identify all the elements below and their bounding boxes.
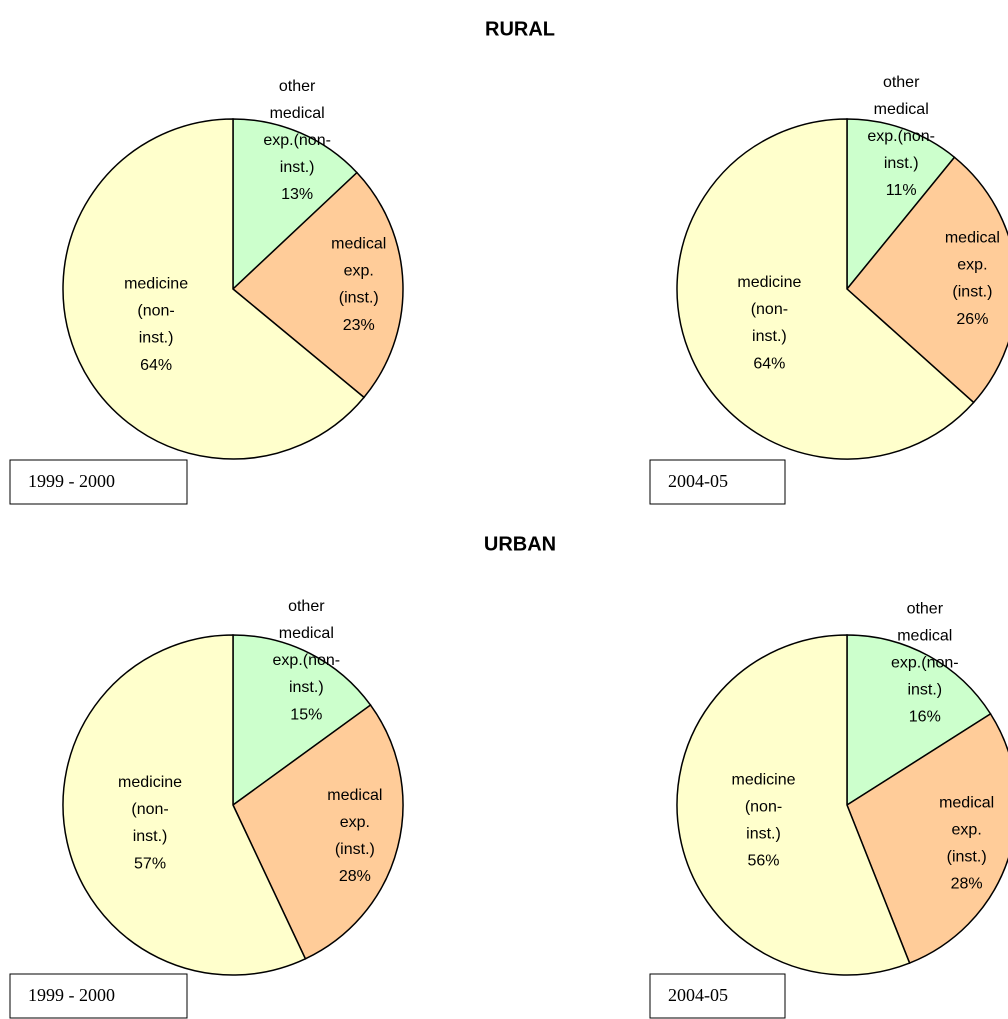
period-label: 2004-05 (668, 985, 728, 1005)
slice-value-label: 15% (290, 706, 322, 723)
pie-slice (676, 634, 911, 976)
slice-label: medicine (non-inst.) (731, 772, 795, 843)
slice-label: other medical exp.(non-inst.) (263, 78, 331, 176)
period-box (9, 459, 188, 505)
pie-slice (232, 118, 358, 291)
period-label: 1999 - 2000 (28, 471, 115, 491)
slice-value-label: 28% (951, 876, 983, 893)
slice-label: other medical exp.(non-inst.) (273, 598, 341, 696)
pie-slice (846, 634, 992, 807)
slice-label: medical exp. (inst.) (327, 787, 382, 858)
section-title: RURAL (485, 18, 555, 40)
pie-slice (676, 118, 975, 460)
period-box (9, 973, 188, 1019)
pie-slice (232, 634, 372, 807)
slice-label: medical exp. (inst.) (331, 236, 386, 307)
slice-label: other medical exp.(non-inst.) (891, 601, 959, 699)
slice-value-label: 56% (747, 853, 779, 870)
slice-value-label: 16% (909, 709, 941, 726)
slice-value-label: 26% (956, 311, 988, 328)
slice-label: medical exp. (inst.) (945, 230, 1000, 301)
slice-label: medical exp. (inst.) (939, 795, 994, 866)
slice-label: medicine (non-inst.) (124, 276, 188, 347)
period-label: 2004-05 (668, 471, 728, 491)
period-box (649, 973, 786, 1019)
slice-value-label: 13% (281, 186, 313, 203)
period-label: 1999 - 2000 (28, 985, 115, 1005)
pie-slice (232, 704, 404, 960)
slice-label: other medical exp.(non-inst.) (867, 74, 935, 172)
pie-slice (845, 156, 1008, 404)
slice-value-label: 57% (134, 855, 166, 872)
period-box (649, 459, 786, 505)
slice-value-label: 23% (343, 317, 375, 334)
pie-slice (846, 712, 1008, 965)
slice-value-label: 64% (140, 357, 172, 374)
section-title: URBAN (484, 533, 556, 555)
slice-value-label: 64% (753, 355, 785, 372)
pie-slice (846, 118, 956, 292)
pie-slice (62, 118, 366, 460)
pie-slice (231, 171, 404, 399)
slice-value-label: 28% (339, 868, 371, 885)
pie-slice (62, 634, 307, 976)
slice-value-label: 11% (886, 182, 917, 199)
slice-label: medicine (non-inst.) (118, 774, 182, 845)
slice-label: medicine (non-inst.) (737, 274, 801, 345)
